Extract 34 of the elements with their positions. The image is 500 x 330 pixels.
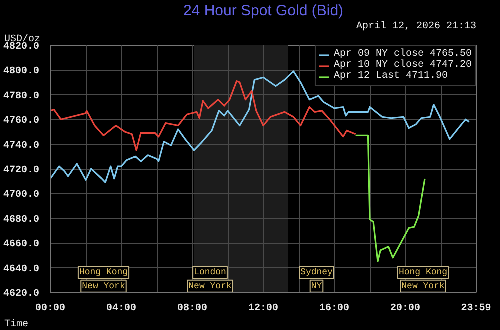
line-series <box>50 70 470 184</box>
x-tick-label: 16:00 <box>320 304 350 314</box>
x-tick-label: 08:00 <box>178 304 208 314</box>
chart-title: 24 Hour Spot Gold (Bid) <box>183 2 344 20</box>
y-tick-label: 4620.0 <box>3 289 40 300</box>
annotation: Hong Kong <box>398 268 448 278</box>
x-tick-label: 23:59 <box>461 304 492 314</box>
x-tick-label: 20:00 <box>390 304 421 314</box>
annotation: Hong Kong <box>79 268 128 278</box>
y-tick-label: 4700.0 <box>3 190 40 202</box>
y-tick-label: 4660.0 <box>3 240 40 251</box>
legend-label: Apr 12 Last 4711.90 <box>334 71 448 82</box>
y-tick-label: 4800.0 <box>3 66 40 78</box>
x-axis-title: Time <box>4 318 29 330</box>
annotation: New York <box>82 281 126 292</box>
x-tick-label: 04:00 <box>106 304 137 314</box>
chart-subtitle: April 12, 2026 21:13 <box>356 20 477 32</box>
annotation: Sydney <box>300 268 334 278</box>
legend-label: Apr 10 NY close 4747.20 <box>334 60 472 71</box>
y-tick-label: 4780.0 <box>3 91 40 102</box>
annotation: New York <box>188 281 232 292</box>
annotation: New York <box>402 281 445 292</box>
annotation: London <box>194 268 226 278</box>
line-series <box>50 80 357 152</box>
annotation: NY <box>311 281 323 292</box>
y-tick-label: 4720.0 <box>3 166 40 176</box>
legend-label: Apr 09 NY close 4765.50 <box>334 49 472 60</box>
y-tick-label: 4740.0 <box>3 140 40 152</box>
x-tick-label: 00:00 <box>36 304 66 314</box>
x-tick-label: 12:00 <box>248 304 279 314</box>
y-tick-label: 4680.0 <box>3 214 40 226</box>
y-tick-label: 4760.0 <box>3 116 40 128</box>
y-tick-label: 4640.0 <box>3 264 40 276</box>
line-series <box>355 134 426 262</box>
